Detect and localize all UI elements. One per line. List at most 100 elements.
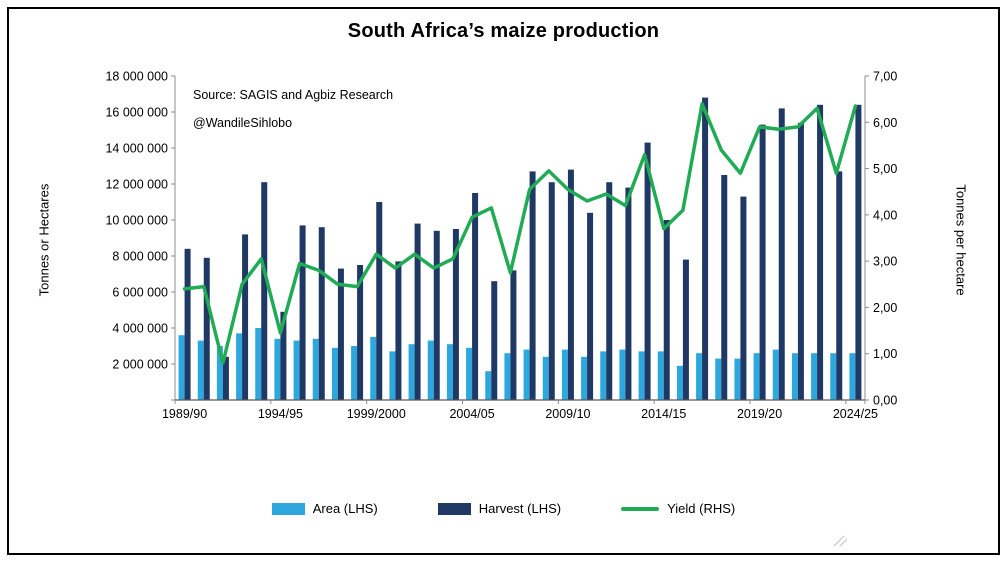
area-bar <box>638 351 645 400</box>
yield-line <box>182 102 858 365</box>
harvest-bar <box>778 108 785 401</box>
harvest-bar <box>587 212 594 400</box>
right-axis-tick-label: 5,00 <box>873 162 897 176</box>
x-axis-tick-label: 1989/90 <box>162 407 207 421</box>
resize-grip-icon <box>833 535 848 547</box>
area-bar <box>542 356 549 400</box>
area-bar <box>657 351 664 400</box>
legend-item-area: Area (LHS) <box>271 501 378 516</box>
right-axis-tick-label: 6,00 <box>873 116 897 130</box>
left-axis-tick-label: 8 000 000 <box>112 250 168 264</box>
harvest-bar <box>318 227 325 400</box>
harvest-bar <box>491 281 498 400</box>
area-bar <box>830 353 837 400</box>
left-axis-tick-label: 12 000 000 <box>105 178 168 192</box>
chart-plot: 2 000 000 4 000 000 6 000 000 8 000 000 10 0… <box>105 70 897 422</box>
x-axis-tick-label: 2004/05 <box>449 407 494 421</box>
area-bar <box>734 358 741 400</box>
area-bar <box>696 353 703 400</box>
area-bar <box>370 337 377 400</box>
left-axis-tick-label: 2 000 000 <box>112 358 168 372</box>
harvest-swatch-icon <box>437 502 471 515</box>
harvest-bar <box>414 223 421 400</box>
area-bar <box>197 340 204 400</box>
area-bar <box>255 328 262 400</box>
area-bar <box>466 347 473 400</box>
harvest-bar <box>433 230 440 400</box>
harvest-bar <box>836 171 843 400</box>
area-bar <box>504 353 511 400</box>
area-bar <box>715 358 722 400</box>
area-bar <box>408 344 415 400</box>
left-axis-tick-label: 14 000 000 <box>105 142 168 156</box>
area-bar <box>523 349 530 400</box>
left-axis-tick-label: 18 000 000 <box>105 70 168 84</box>
harvest-bar <box>644 142 651 400</box>
area-bar <box>581 356 588 400</box>
harvest-bar <box>395 261 402 400</box>
harvest-bar <box>797 122 804 401</box>
area-bar <box>619 349 626 400</box>
harvest-bar <box>337 268 344 400</box>
source-note: Source: SAGIS and Agbiz Research <box>193 88 394 102</box>
x-axis-tick-label: 2024/25 <box>833 407 878 421</box>
harvest-bar <box>242 234 249 400</box>
area-bar <box>753 353 760 400</box>
harvest-bar <box>721 175 728 400</box>
x-axis-tick-label: 2009/10 <box>545 407 590 421</box>
legend-label-area: Area (LHS) <box>312 501 378 516</box>
harvest-bar <box>529 171 536 400</box>
left-axis-tick-label: 10 000 000 <box>105 214 168 228</box>
left-axis-tick-label: 6 000 000 <box>112 286 168 300</box>
author-handle: @WandileSihlobo <box>193 116 293 130</box>
legend-label-yield: Yield (RHS) <box>667 501 736 516</box>
area-bar <box>676 365 683 400</box>
harvest-bar <box>222 356 229 400</box>
right-axis-tick-label: 2,00 <box>873 301 897 315</box>
harvest-bar <box>567 169 574 400</box>
harvest-bar <box>817 104 824 401</box>
harvest-bar <box>682 259 689 400</box>
area-swatch-icon <box>271 502 305 515</box>
harvest-bar <box>261 182 268 400</box>
chart-legend: Area (LHS) Harvest (LHS) Yield (RHS) <box>0 501 1007 516</box>
right-axis-tick-label: 7,00 <box>873 70 897 84</box>
area-bar <box>849 353 856 400</box>
harvest-bar <box>357 265 364 400</box>
area-bar <box>178 335 185 400</box>
harvest-bar <box>203 257 210 400</box>
harvest-bar <box>299 225 306 400</box>
area-bar <box>351 346 358 400</box>
harvest-bar <box>625 187 632 400</box>
area-bar <box>485 371 492 400</box>
area-bar <box>312 338 319 400</box>
x-axis-tick-label: 1994/95 <box>258 407 303 421</box>
harvest-bar <box>548 182 555 400</box>
harvest-bar <box>510 270 517 400</box>
area-bar <box>216 346 223 400</box>
area-bar <box>811 353 818 400</box>
harvest-bar <box>472 193 479 400</box>
yield-swatch-icon <box>621 506 660 511</box>
area-bar <box>427 340 434 400</box>
harvest-bar <box>452 229 459 400</box>
legend-item-yield: Yield (RHS) <box>621 501 735 516</box>
harvest-bar <box>184 248 191 400</box>
harvest-bar <box>759 124 766 400</box>
chart-title: South Africa’s maize production <box>347 20 660 42</box>
area-bar <box>772 349 779 400</box>
harvest-bar <box>740 196 747 400</box>
x-axis-tick-label: 2019/20 <box>737 407 782 421</box>
legend-label-harvest: Harvest (LHS) <box>478 501 562 516</box>
right-axis-tick-label: 0,00 <box>873 394 897 408</box>
harvest-bar <box>606 182 613 400</box>
right-axis-tick-label: 1,00 <box>873 347 897 361</box>
harvest-bar <box>702 97 709 400</box>
area-bar <box>600 351 607 400</box>
harvest-bar <box>280 311 287 400</box>
area-bar <box>389 351 396 400</box>
harvest-bar <box>855 104 862 401</box>
area-bar <box>446 344 453 400</box>
left-axis-tick-label: 4 000 000 <box>112 322 168 336</box>
area-bar <box>331 347 338 400</box>
